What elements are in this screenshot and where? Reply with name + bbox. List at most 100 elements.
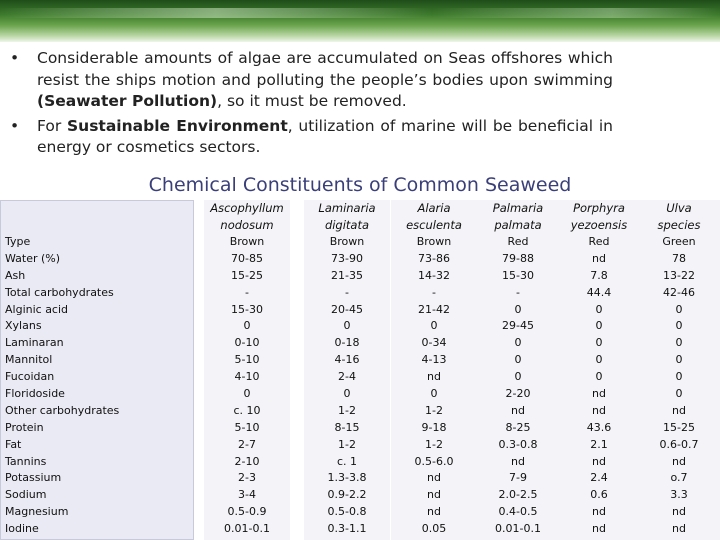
column-header: Porphyra yezoensis [556, 200, 642, 234]
table-cell: 29-45 [502, 319, 534, 333]
row-label: Other carbohydrates [5, 403, 120, 417]
table-cell: 0.5-0.8 [327, 505, 367, 519]
column-header: Ascophyllum nodosum [204, 200, 290, 234]
row-label: Fat [5, 437, 22, 451]
bullet-dot: • [10, 49, 20, 67]
table-cell: 0.3-1.1 [327, 522, 367, 536]
row-label: Iodine [5, 522, 39, 536]
table-cell: 3-4 [238, 488, 256, 502]
bullet-text-end: , utilization of marine will be benefici… [37, 116, 613, 157]
banner-glint [0, 8, 720, 18]
table-cell: 8-25 [505, 420, 531, 434]
bullet-dot: • [10, 116, 20, 135]
table-cell: 0.05 [421, 522, 447, 536]
table-cell: 0 [675, 336, 683, 350]
table-cell: 2.4 [590, 471, 608, 485]
table-cell: c. 10 [233, 403, 261, 417]
table-cell: 73-86 [418, 251, 450, 265]
table-cell: 4-13 [421, 353, 447, 367]
table-cell: Green [662, 235, 696, 248]
table-cell: 78 [672, 251, 686, 265]
table-cell: nd [592, 454, 606, 468]
table-cell: 0.01-0.1 [495, 522, 541, 536]
table-cell: 20-45 [331, 302, 363, 316]
table-cell: 2-3 [238, 471, 256, 485]
table-cell: 0 [595, 336, 603, 350]
table-cell: Brown [229, 235, 265, 248]
table-cell: 3.3 [670, 488, 688, 502]
table-cell: 70-85 [231, 251, 263, 265]
column-header-line1: Ulva [666, 201, 692, 215]
row-label: Potassium [5, 471, 62, 485]
bullet-text: For [37, 116, 67, 135]
table-cell: 7.8 [590, 268, 608, 282]
table-cell: 1-2 [338, 437, 356, 451]
column-header-line1: Ascophyllum [210, 201, 284, 215]
table-cell: 0-34 [421, 336, 447, 350]
table-cell: 0.9-2.2 [327, 488, 367, 502]
table-cell: 2-4 [338, 370, 356, 384]
table-cell: 21-42 [418, 302, 450, 316]
table-cell: nd [592, 403, 606, 417]
bullet-text: Considerable amounts of algae are accumu… [37, 49, 613, 89]
table-cell: 15-30 [231, 302, 263, 316]
table-cell: 0 [675, 387, 683, 401]
row-label: Tannins [5, 454, 47, 468]
table-cell: 0 [430, 387, 438, 401]
row-label: Ash [5, 268, 26, 282]
table-cell: nd [672, 522, 686, 536]
column-header: Palmaria palmata [475, 200, 561, 234]
row-label: Xylans [5, 319, 42, 333]
table-cell: 73-90 [331, 251, 363, 265]
table-cell: 7-9 [509, 471, 527, 485]
table-cell: 0 [595, 302, 603, 316]
constituents-table: Type Water (%) Ash Total carbohydrates Algin… [0, 200, 720, 540]
table-cell: 2.1 [590, 437, 608, 451]
table-cell: 0 [430, 319, 438, 333]
table-cell: 15-30 [502, 268, 534, 282]
column-header: Ulva species [636, 200, 720, 234]
table-cell: Brown [329, 235, 365, 248]
column-header-line2: species [657, 218, 701, 232]
table-cell: 9-18 [421, 420, 447, 434]
table-cell: 0 [243, 319, 251, 333]
table-cell: 0 [514, 353, 522, 367]
table-cell: 0 [514, 370, 522, 384]
column-header-line2: nodosum [220, 218, 274, 232]
column-header-line2: palmata [494, 218, 542, 232]
table-cell: 79-88 [502, 251, 534, 265]
table-cell: 0-18 [334, 336, 360, 350]
row-label: Type [5, 235, 31, 248]
table-cell: nd [427, 488, 441, 502]
table-cell: 4-16 [334, 353, 360, 367]
column-header-line1: Porphyra [573, 201, 625, 215]
row-label: Water (%) [5, 251, 61, 265]
table-title: Chemical Constituents of Common Seaweed [148, 174, 572, 196]
column-header-line2: esculenta [406, 218, 462, 232]
table-cell: Brown [416, 235, 452, 248]
table-cell: 0 [675, 353, 683, 367]
table-cell: nd [592, 505, 606, 519]
table-cell: 0 [595, 370, 603, 384]
table-cell: 0 [343, 387, 351, 401]
table-cell: 1-2 [338, 403, 356, 417]
row-label: Magnesium [5, 505, 69, 519]
row-label: Protein [5, 420, 44, 434]
table-cell: 0 [243, 387, 251, 401]
table-cell: 0.3-0.8 [498, 437, 538, 451]
table-cell: nd [672, 454, 686, 468]
table-cell: 43.6 [586, 420, 612, 434]
table-cell: Red [588, 235, 610, 248]
row-label: Mannitol [5, 353, 53, 367]
table-cell: 0 [675, 302, 683, 316]
row-label: Fucoidan [5, 370, 55, 384]
table-cell: 5-10 [234, 420, 260, 434]
table-cell: 21-35 [331, 268, 363, 282]
table-cell: Red [507, 235, 529, 248]
table-cell: 0 [595, 319, 603, 333]
table-cell: - [432, 285, 436, 299]
table-cell: 0 [514, 336, 522, 350]
table-cell: 42-46 [663, 285, 695, 299]
table-cell: nd [511, 403, 525, 417]
table-cell: nd [592, 251, 606, 265]
